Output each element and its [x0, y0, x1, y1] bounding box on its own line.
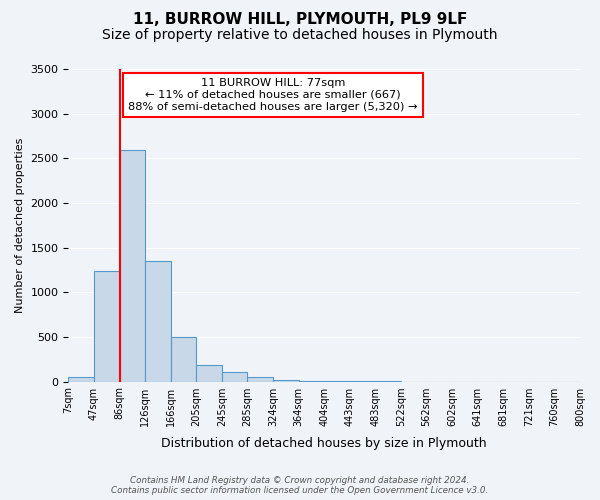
Text: Size of property relative to detached houses in Plymouth: Size of property relative to detached ho…	[102, 28, 498, 42]
Bar	[222, 372, 247, 382]
Bar	[247, 377, 273, 382]
Text: 11 BURROW HILL: 77sqm
← 11% of detached houses are smaller (667)
88% of semi-det: 11 BURROW HILL: 77sqm ← 11% of detached …	[128, 78, 418, 112]
Bar	[68, 377, 94, 382]
Bar	[273, 380, 299, 382]
Text: 11, BURROW HILL, PLYMOUTH, PL9 9LF: 11, BURROW HILL, PLYMOUTH, PL9 9LF	[133, 12, 467, 28]
Bar	[171, 337, 196, 382]
X-axis label: Distribution of detached houses by size in Plymouth: Distribution of detached houses by size …	[161, 437, 487, 450]
Text: Contains HM Land Registry data © Crown copyright and database right 2024.
Contai: Contains HM Land Registry data © Crown c…	[112, 476, 488, 495]
Bar	[94, 271, 119, 382]
Bar	[145, 261, 171, 382]
Y-axis label: Number of detached properties: Number of detached properties	[15, 138, 25, 313]
Bar	[196, 364, 222, 382]
Bar	[119, 150, 145, 382]
Bar	[299, 380, 324, 382]
